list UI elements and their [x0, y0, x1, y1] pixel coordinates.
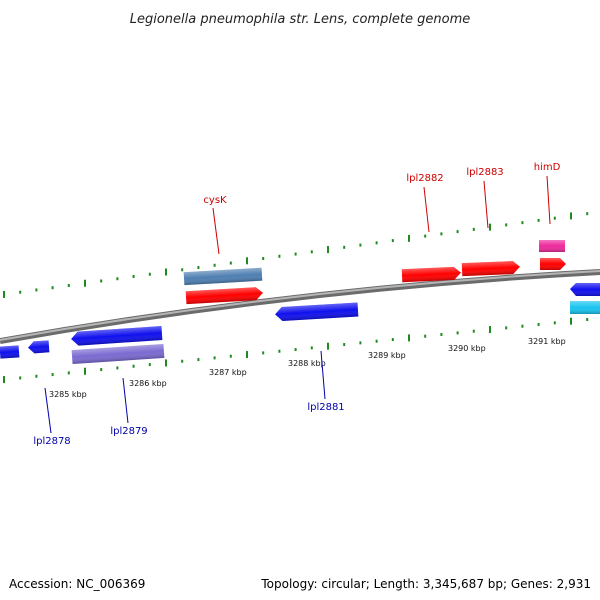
label-leader-line: [423, 186, 430, 233]
tick-label: 3289 kbp: [368, 351, 406, 360]
tick-label: 3291 kbp: [528, 337, 566, 346]
gene-feature-right-edge-cyan[interactable]: [570, 301, 600, 314]
gene-label-lpl2879[interactable]: lpl2879: [110, 426, 147, 437]
gene-feature-cysk-red[interactable]: [185, 287, 264, 305]
gene-label-lpl2883[interactable]: lpl2883: [466, 167, 503, 178]
gene-label-lpl2882[interactable]: lpl2882: [406, 173, 443, 184]
label-leader-line: [320, 350, 326, 400]
gene-feature-lpl2878[interactable]: [28, 340, 50, 354]
tick-track-upper: [3, 212, 589, 298]
label-leader-line: [546, 175, 551, 225]
gene-feature-lpl2882[interactable]: [401, 266, 462, 283]
label-leader-line: [212, 207, 220, 255]
topology-summary: Topology: circular; Length: 3,345,687 bp…: [261, 577, 591, 591]
gene-feature-lpl2879-blue[interactable]: [71, 326, 163, 346]
gene-feature-lpl2879-purple[interactable]: [71, 343, 165, 365]
backbone: [0, 269, 600, 344]
tick-labels: 3285 kbp 3286 kbp 3287 kbp 3288 kbp 3289 kbp…: [49, 337, 566, 399]
gene-feature-lpl2883[interactable]: [461, 261, 520, 277]
tick-label: 3288 kbp: [288, 359, 326, 368]
gene-features: [0, 240, 600, 365]
gene-feature-right-edge-blue[interactable]: [570, 283, 600, 296]
gene-labels: cysK lpl2882 lpl2883 himD lpl2878 lpl2879 lpl2…: [33, 162, 560, 447]
gene-label-himd[interactable]: himD: [534, 162, 561, 173]
gene-label-lpl2881[interactable]: lpl2881: [307, 402, 344, 413]
tick-track-lower: [3, 317, 589, 384]
gene-feature-lpl2881[interactable]: [275, 302, 359, 322]
gene-feature-himd-red[interactable]: [540, 258, 566, 270]
gene-feature-cysk-steel[interactable]: [183, 267, 263, 286]
label-leader-line: [44, 387, 52, 434]
gene-label-cysk[interactable]: cysK: [203, 195, 227, 206]
accession-label: Accession: NC_006369: [9, 577, 146, 591]
gene-feature-left-edge[interactable]: [0, 345, 20, 359]
label-leader-line: [122, 377, 129, 424]
tick-label: 3286 kbp: [129, 379, 167, 388]
gene-label-lpl2878[interactable]: lpl2878: [33, 436, 70, 447]
tick-label: 3290 kbp: [448, 344, 486, 353]
label-leader-line: [483, 180, 489, 229]
tick-label: 3285 kbp: [49, 390, 87, 399]
tick-label: 3287 kbp: [209, 368, 247, 377]
map-title: Legionella pneumophila str. Lens, comple…: [130, 12, 471, 27]
gene-feature-himd-pink[interactable]: [539, 240, 565, 252]
